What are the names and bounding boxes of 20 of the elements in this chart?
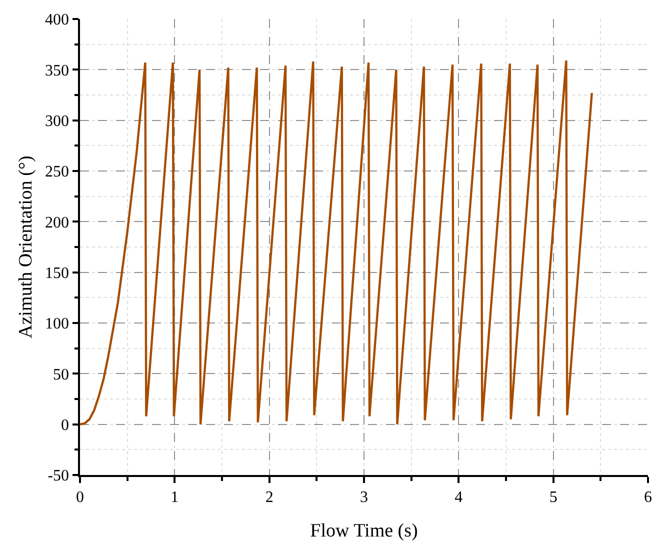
x-axis-title: Flow Time (s) [310, 520, 418, 542]
y-tick-label: 50 [53, 366, 70, 384]
x-tick-label: 0 [76, 488, 84, 506]
y-tick-label: 250 [45, 164, 70, 181]
y-axis-title: Azimuth Orientation (°) [15, 156, 36, 338]
x-tick-label: 1 [170, 488, 179, 506]
y-tick-label: 150 [45, 264, 70, 282]
x-tick-label: 3 [360, 488, 368, 506]
y-tick-label: 300 [45, 112, 70, 130]
x-tick-label: 4 [454, 488, 463, 506]
x-tick-label: 6 [644, 488, 652, 506]
y-tick-label: 350 [45, 62, 70, 80]
y-tick-label: -50 [48, 468, 70, 485]
y-tick-label: 100 [45, 316, 70, 333]
line-series [80, 59, 593, 426]
x-tick-label: 2 [265, 488, 274, 506]
y-tick-label: 0 [61, 416, 70, 434]
y-tick-label: 200 [45, 214, 70, 232]
x-tick-label: 5 [549, 488, 558, 506]
y-tick-label: 400 [45, 12, 70, 29]
